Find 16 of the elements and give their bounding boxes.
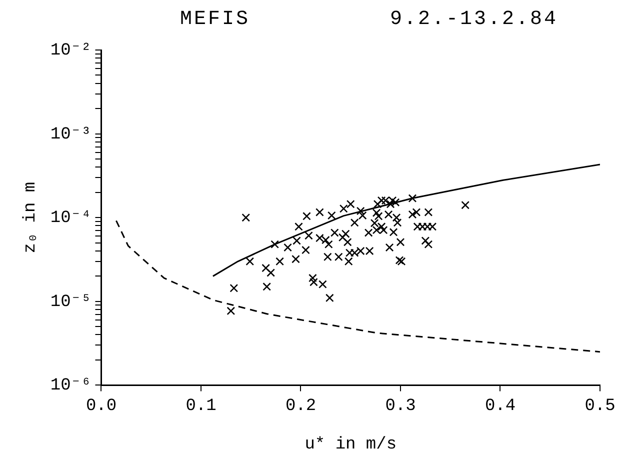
y-tick-label: 10⁻²	[50, 42, 92, 60]
chart-title: MEFIS	[180, 8, 250, 31]
x-tick-label: 0.1	[186, 396, 216, 416]
x-tick-label: 0.3	[385, 396, 416, 416]
line-series	[115, 220, 600, 353]
y-tick-label: 10⁻⁴	[50, 209, 92, 228]
x-axis-title: u* in m/s	[304, 435, 397, 454]
y-tick-label: 10⁻⁵	[50, 292, 92, 312]
x-tick-label: 0.2	[285, 396, 316, 416]
x-tick-label: 0.5	[584, 396, 616, 416]
y-tick-label: 10⁻⁶	[50, 376, 92, 396]
x-tick-label: 0.4	[484, 396, 516, 416]
x-tick-label: 0.0	[86, 396, 117, 416]
y-tick-label: 10⁻³	[50, 125, 92, 144]
y-axis-title: z₀ in m	[22, 182, 41, 254]
chart-subtitle: 9.2.-13.2.84	[390, 8, 558, 31]
